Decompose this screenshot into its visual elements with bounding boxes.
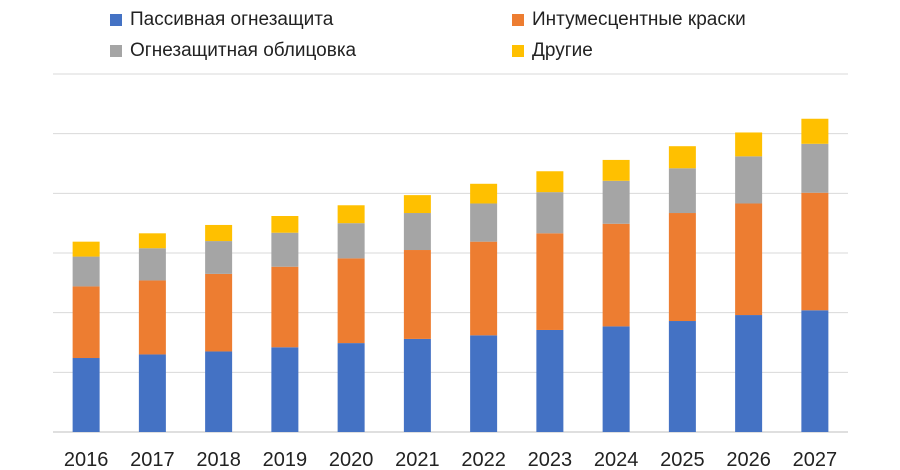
bar-segment-2027-3: [801, 118, 829, 144]
x-tick-label: 2025: [660, 449, 705, 470]
bar-segment-2027-0: [801, 310, 829, 432]
bar-segment-2019-3: [271, 216, 299, 233]
bar-segment-2021-0: [403, 338, 431, 432]
bar-segment-2017-3: [138, 233, 166, 249]
legend-item-cladding: Огнезащитная облицовка: [110, 40, 356, 62]
bar-segment-2019-2: [271, 232, 299, 267]
bar-segment-2016-2: [72, 256, 100, 287]
legend-swatch: [512, 45, 524, 57]
x-tick-label: 2024: [594, 449, 639, 470]
bar-segment-2025-2: [668, 168, 696, 214]
bar-segment-2026-1: [735, 203, 763, 316]
x-tick-label: 2019: [263, 449, 308, 470]
bar-segment-2020-3: [337, 205, 365, 224]
bar-segment-2016-1: [72, 286, 100, 359]
bar-segment-2017-2: [138, 248, 166, 281]
bar-segment-2023-1: [536, 233, 564, 330]
bar-segment-2026-3: [735, 132, 763, 157]
bar-segment-2021-2: [403, 213, 431, 251]
bar-segment-2023-0: [536, 329, 564, 432]
x-tick-label: 2016: [64, 449, 109, 470]
x-tick-label: 2022: [461, 449, 506, 470]
bar-segment-2025-0: [668, 321, 696, 432]
bar-segment-2023-2: [536, 192, 564, 234]
x-tick-label: 2020: [329, 449, 374, 470]
bar-segment-2024-0: [602, 326, 630, 432]
legend-swatch: [110, 14, 122, 26]
legend-label: Интумесцентные краски: [532, 9, 746, 30]
bar-segment-2021-1: [403, 250, 431, 339]
legend-label: Огнезащитная облицовка: [130, 40, 357, 61]
bar-segment-2022-1: [470, 241, 498, 336]
bar-segment-2022-3: [470, 183, 498, 204]
bar-segment-2022-2: [470, 203, 498, 242]
bar-segment-2019-0: [271, 347, 299, 432]
x-tick-label: 2023: [528, 449, 573, 470]
x-tick-label: 2021: [395, 449, 440, 470]
bar-segment-2022-0: [470, 335, 498, 432]
bar-segment-2018-0: [205, 351, 233, 432]
legend-swatch: [512, 14, 524, 26]
bar-segment-2016-0: [72, 358, 100, 432]
legend-item-passive: Пассивная огнезащита: [110, 9, 333, 31]
bar-segment-2018-1: [205, 273, 233, 352]
legend-item-intumescent: Интумесцентные краски: [512, 9, 746, 31]
x-tick-label: 2026: [726, 449, 771, 470]
bar-segment-2017-0: [138, 354, 166, 432]
x-tick-label: 2027: [793, 449, 838, 470]
bar-segment-2020-1: [337, 258, 365, 344]
bar-segment-2019-1: [271, 266, 299, 348]
legend-label: Пассивная огнезащита: [130, 9, 334, 30]
bar-segment-2025-1: [668, 213, 696, 322]
bar-segment-2018-3: [205, 224, 233, 242]
bar-segment-2024-2: [602, 180, 630, 224]
legend-label: Другие: [532, 40, 593, 61]
bar-segment-2024-3: [602, 159, 630, 181]
bar-segment-2026-0: [735, 315, 763, 432]
bar-segment-2020-2: [337, 223, 365, 259]
bar-segment-2025-3: [668, 146, 696, 169]
bar-segment-2026-2: [735, 156, 763, 204]
bar-segment-2017-1: [138, 280, 166, 355]
bar-segment-2016-3: [72, 241, 100, 257]
x-tick-label: 2017: [130, 449, 175, 470]
bar-segment-2021-3: [403, 195, 431, 214]
bar-segment-2027-2: [801, 143, 829, 193]
bar-segment-2020-0: [337, 343, 365, 432]
bar-segment-2027-1: [801, 192, 829, 311]
bar-segment-2024-1: [602, 223, 630, 327]
legend-swatch: [110, 45, 122, 57]
bar-segment-2023-3: [536, 171, 564, 193]
legend-item-other: Другие: [512, 40, 593, 62]
bar-segment-2018-2: [205, 241, 233, 274]
x-tick-label: 2018: [196, 449, 241, 470]
